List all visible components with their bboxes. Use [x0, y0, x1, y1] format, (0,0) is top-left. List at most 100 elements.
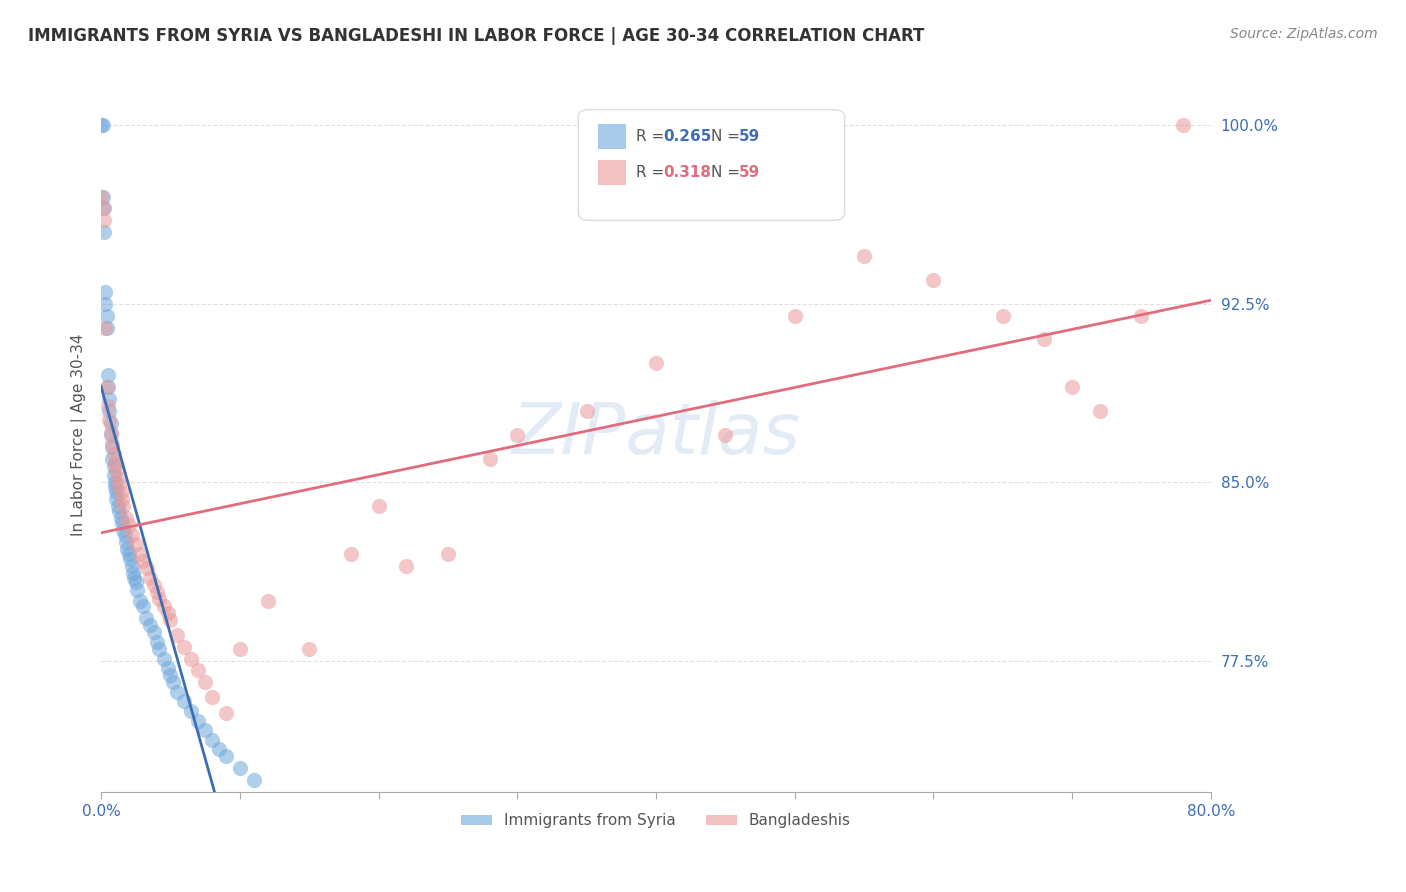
Bar — [599, 124, 626, 149]
Immigrants from Syria — [94, 296, 117, 310]
Bangladeshis — [478, 451, 501, 466]
Immigrants from Syria — [91, 118, 114, 132]
Bangladeshis — [90, 189, 112, 203]
Immigrants from Syria — [145, 635, 167, 649]
Bangladeshis — [201, 690, 224, 704]
Bangladeshis — [125, 537, 148, 551]
Immigrants from Syria — [120, 551, 142, 566]
Bangladeshis — [91, 202, 114, 216]
Immigrants from Syria — [208, 742, 231, 756]
Bangladeshis — [107, 470, 129, 484]
Text: 59: 59 — [740, 128, 761, 144]
Immigrants from Syria — [101, 440, 124, 454]
Immigrants from Syria — [152, 651, 174, 665]
Bangladeshis — [94, 320, 117, 334]
Bangladeshis — [1062, 380, 1084, 394]
Immigrants from Syria — [180, 704, 202, 718]
Immigrants from Syria — [201, 732, 224, 747]
Text: ZIPatlas: ZIPatlas — [512, 401, 800, 469]
Bangladeshis — [437, 547, 460, 561]
Immigrants from Syria — [148, 642, 170, 657]
Immigrants from Syria — [156, 661, 179, 675]
Bangladeshis — [105, 463, 128, 477]
Bangladeshis — [156, 607, 179, 621]
Immigrants from Syria — [98, 404, 121, 418]
Bangladeshis — [129, 547, 152, 561]
Bangladeshis — [166, 628, 188, 642]
Bangladeshis — [103, 447, 125, 461]
Immigrants from Syria — [142, 625, 165, 640]
Immigrants from Syria — [166, 685, 188, 699]
Bangladeshis — [575, 404, 598, 418]
Immigrants from Syria — [173, 694, 195, 708]
Bangladeshis — [135, 561, 157, 575]
Text: 0.318: 0.318 — [664, 165, 711, 180]
Immigrants from Syria — [96, 320, 118, 334]
Text: N =: N = — [711, 128, 745, 144]
Bangladeshis — [98, 413, 121, 427]
Bangladeshis — [104, 456, 127, 470]
Text: 59: 59 — [740, 165, 761, 180]
Bangladeshis — [215, 706, 238, 721]
Immigrants from Syria — [93, 225, 115, 239]
Bangladeshis — [180, 651, 202, 665]
Immigrants from Syria — [121, 558, 143, 573]
Bangladeshis — [148, 592, 170, 607]
Bangladeshis — [1033, 333, 1056, 347]
Immigrants from Syria — [134, 611, 156, 625]
Bangladeshis — [922, 273, 945, 287]
Bangladeshis — [138, 571, 160, 585]
FancyBboxPatch shape — [578, 110, 845, 220]
Bangladeshis — [142, 578, 165, 592]
Bangladeshis — [1088, 404, 1111, 418]
Bangladeshis — [145, 585, 167, 599]
Immigrants from Syria — [127, 582, 149, 597]
Text: 0.265: 0.265 — [664, 128, 711, 144]
Bangladeshis — [714, 427, 737, 442]
Bangladeshis — [298, 642, 321, 657]
Immigrants from Syria — [101, 451, 124, 466]
Immigrants from Syria — [122, 566, 145, 580]
Bangladeshis — [97, 399, 120, 413]
Immigrants from Syria — [111, 516, 134, 530]
Immigrants from Syria — [103, 468, 125, 483]
Immigrants from Syria — [96, 309, 118, 323]
Immigrants from Syria — [93, 202, 115, 216]
Bangladeshis — [121, 527, 143, 541]
Bangladeshis — [256, 594, 278, 608]
Immigrants from Syria — [112, 523, 135, 537]
Bangladeshis — [110, 484, 132, 499]
Immigrants from Syria — [103, 458, 125, 473]
Text: IMMIGRANTS FROM SYRIA VS BANGLADESHI IN LABOR FORCE | AGE 30-34 CORRELATION CHAR: IMMIGRANTS FROM SYRIA VS BANGLADESHI IN … — [28, 27, 925, 45]
Bangladeshis — [1171, 118, 1194, 132]
Bangladeshis — [93, 213, 115, 227]
Immigrants from Syria — [162, 675, 184, 690]
Bangladeshis — [991, 309, 1014, 323]
Bangladeshis — [506, 427, 529, 442]
Immigrants from Syria — [215, 749, 238, 764]
Immigrants from Syria — [107, 499, 129, 513]
Immigrants from Syria — [108, 504, 131, 518]
Text: N =: N = — [711, 165, 745, 180]
Immigrants from Syria — [242, 772, 264, 787]
Bangladeshis — [118, 518, 141, 533]
Immigrants from Syria — [194, 723, 217, 737]
Immigrants from Syria — [115, 534, 138, 549]
Immigrants from Syria — [104, 480, 127, 494]
Bangladeshis — [132, 554, 155, 568]
Bangladeshis — [395, 558, 418, 573]
Bangladeshis — [229, 642, 252, 657]
Bangladeshis — [783, 309, 806, 323]
Immigrants from Syria — [114, 527, 136, 541]
Immigrants from Syria — [94, 285, 117, 299]
Immigrants from Syria — [97, 368, 120, 383]
Bangladeshis — [108, 477, 131, 491]
Bangladeshis — [194, 675, 217, 690]
Bangladeshis — [173, 640, 195, 654]
Bangladeshis — [96, 380, 118, 394]
Bangladeshis — [187, 664, 209, 678]
Bangladeshis — [112, 499, 135, 513]
Bar — [599, 160, 626, 185]
Immigrants from Syria — [91, 189, 114, 203]
Legend: Immigrants from Syria, Bangladeshis: Immigrants from Syria, Bangladeshis — [456, 807, 858, 834]
